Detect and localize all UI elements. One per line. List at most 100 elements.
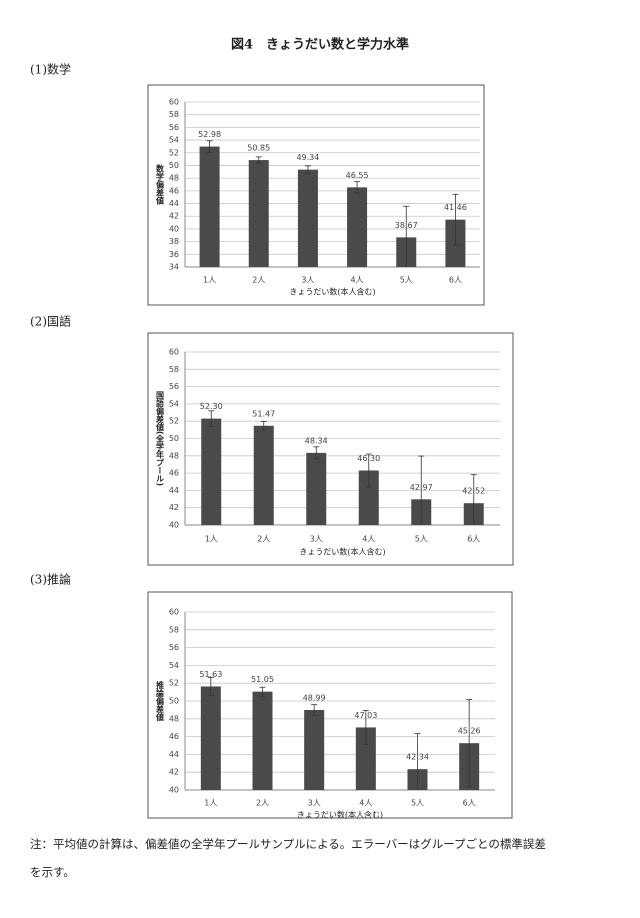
x-tick-label: 1人 [205,535,218,544]
y-tick-label: 44 [169,199,179,208]
y-tick-label: 60 [169,608,179,617]
error-bar [260,421,267,431]
value-label: 51.47 [252,409,275,418]
y-tick-label: 50 [169,697,179,706]
y-tick-label: 50 [169,161,179,170]
y-tick-label: 50 [169,434,179,443]
y-tick-label: 56 [169,123,179,132]
y-tick-label: 42 [169,768,179,777]
error-bar [206,140,213,153]
value-label: 41.46 [444,203,467,212]
error-bar [452,193,459,246]
bar [201,418,222,525]
error-bar [354,181,361,194]
y-tick-label: 44 [169,486,179,495]
error-bar [418,455,425,525]
bar [304,709,325,790]
error-bar [208,410,215,427]
x-tick-label: 6人 [467,535,480,544]
value-label: 47.03 [354,711,377,720]
bar [358,470,379,525]
y-tick-label: 46 [169,186,179,195]
y-tick-label: 52 [169,417,179,426]
y-tick-label: 60 [169,98,179,107]
y-tick-label: 58 [169,365,179,374]
y-tick-label: 52 [169,679,179,688]
section-heading: (3)推論 [30,572,71,587]
x-tick-label: 6人 [449,276,462,285]
value-label: 49.34 [296,153,319,162]
x-tick-label: 3人 [301,276,314,285]
x-tick-label: 1人 [204,799,217,808]
value-label: 48.34 [305,436,328,445]
x-tick-label: 5人 [415,535,428,544]
value-label: 42.97 [410,483,433,492]
value-label: 52.98 [198,130,221,139]
error-bar [365,453,372,488]
bar [199,146,220,267]
y-tick-label: 54 [169,136,179,145]
error-bar [403,205,410,267]
x-axis-label: きょうだい数(本人含む) [297,810,383,820]
x-tick-label: 5人 [400,276,413,285]
value-label: 52.30 [200,402,223,411]
error-bar [466,699,473,788]
note-line: を示す。 [30,865,75,879]
value-label: 51.63 [199,670,222,679]
error-bar [470,474,477,525]
error-bar [259,686,266,697]
chart: 34 36 38 40 42 44 46 48 50 52 54 56 58 60 52.98 1人 50.85… [147,84,485,306]
y-tick-label: 60 [169,348,179,357]
section-heading: (1)数学 [30,62,71,77]
bar [297,169,318,267]
y-tick-label: 46 [169,732,179,741]
value-label: 38.67 [395,221,418,230]
bar [347,187,368,267]
y-tick-label: 38 [169,237,179,246]
y-tick-label: 40 [169,786,179,795]
value-label: 46.30 [357,454,380,463]
y-axis-label: 推論偏差値 [155,680,165,722]
error-bar [207,677,214,696]
y-tick-label: 46 [169,469,179,478]
error-bar [311,704,318,716]
value-label: 51.05 [251,675,274,684]
y-axis-label: 国語偏差値(全学年プール) [155,390,165,486]
y-tick-label: 54 [169,661,179,670]
y-tick-label: 48 [169,174,179,183]
chart: 40 42 44 46 48 50 52 54 56 58 60 51.63 1人 51.05 2人 48.9… [147,591,513,820]
x-tick-label: 5人 [411,799,424,808]
chart: 40 42 44 46 48 50 52 54 56 58 60 52.30 1人 51.47 2人 48.3… [147,332,514,566]
y-tick-label: 54 [169,399,179,408]
y-tick-label: 40 [169,224,179,233]
x-axis-label: きょうだい数(本人含む) [299,547,385,557]
value-label: 42.52 [462,487,485,496]
figure-title: 図4 きょうだい数と学力水準 [231,37,409,53]
value-label: 46.55 [346,171,369,180]
y-tick-label: 42 [169,503,179,512]
y-tick-label: 36 [169,250,179,259]
x-tick-label: 2人 [257,535,270,544]
x-tick-label: 2人 [256,799,269,808]
x-tick-label: 4人 [362,535,375,544]
y-tick-label: 58 [169,625,179,634]
bar [200,686,221,790]
bar [355,727,376,790]
value-label: 45.26 [458,727,481,736]
x-tick-label: 3人 [308,799,321,808]
section-heading: (2)国語 [30,314,71,329]
x-axis-label: きょうだい数(本人含む) [289,287,375,297]
x-tick-label: 4人 [359,799,372,808]
value-label: 50.85 [247,144,270,153]
bar [306,452,327,525]
y-axis-label: 数学偏差値 [155,164,165,206]
y-tick-label: 42 [169,212,179,221]
error-bar [414,733,421,790]
error-bar [313,446,320,460]
y-tick-label: 56 [169,382,179,391]
bar [248,160,269,267]
note-line: 注：平均値の計算は、偏差値の全学年プールサンプルによる。エラーバーはグループごと… [30,837,546,851]
x-tick-label: 3人 [310,535,323,544]
y-tick-label: 56 [169,643,179,652]
